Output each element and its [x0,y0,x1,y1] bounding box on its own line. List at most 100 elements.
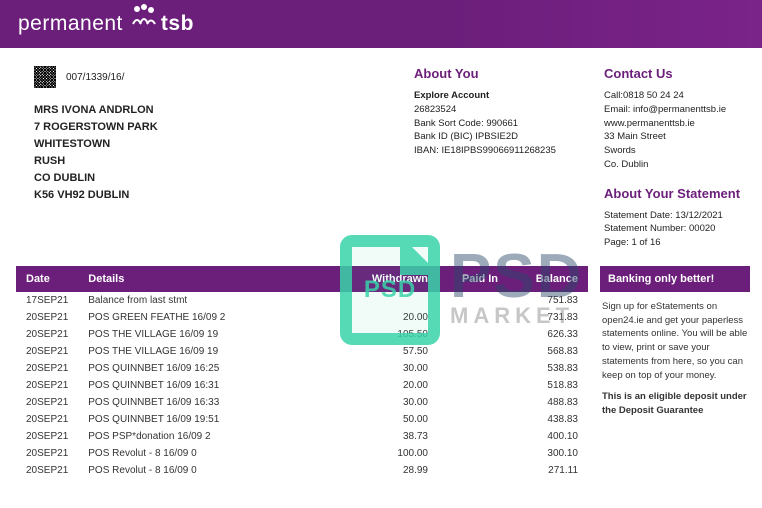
col-details: Details [78,266,348,292]
cell-details: POS THE VILLAGE 16/09 19 [78,343,348,360]
brand-header: permanent tsb [0,0,762,48]
cell-balance: 568.83 [508,343,588,360]
cell-paidin [438,462,508,479]
address-block: 007/1339/16/ MRS IVONA ANDRLON 7 ROGERST… [34,66,414,250]
table-row: 20SEP21POS THE VILLAGE 16/09 1957.50568.… [16,343,588,360]
table-row: 20SEP21POS QUINNBET 16/09 19:5150.00 438.… [16,411,588,428]
table-row: 20SEP21POS GREEN FEATHE 16/09 220.00731.… [16,309,588,326]
statement-body: Date Details Withdrawn Paid In Balance 1… [0,266,762,479]
cell-details: POS GREEN FEATHE 16/09 2 [78,309,348,326]
contact-block: Contact Us Call:0818 50 24 24 Email: inf… [604,66,750,250]
cell-withdrawn: 105.50 [348,326,438,343]
cell-date: 20SEP21 [16,309,78,326]
cell-details: POS QUINNBET 16/09 16:25 [78,360,348,377]
account-number: 26823524 [414,103,604,117]
cell-withdrawn: 28.99 [348,462,438,479]
contact-phone: Call:0818 50 24 24 [604,89,750,103]
col-balance: Balance [508,266,588,292]
sort-code: Bank Sort Code: 990661 [414,117,604,131]
table-row: 20SEP21POS Revolut - 8 16/09 0100.00300.… [16,445,588,462]
cell-withdrawn: 30.00 [348,360,438,377]
col-date: Date [16,266,78,292]
side-panel: Banking only better! Sign up for eStatem… [600,266,750,479]
cell-date: 20SEP21 [16,411,78,428]
cell-paidin [438,428,508,445]
cell-date: 20SEP21 [16,360,78,377]
table-row: 20SEP21POS QUINNBET 16/09 16:3120.00 518.… [16,377,588,394]
about-you-heading: About You [414,66,604,81]
cell-balance: 518.83 [508,377,588,394]
cell-paidin [438,445,508,462]
cell-date: 20SEP21 [16,377,78,394]
cell-withdrawn: 30.00 [348,394,438,411]
cell-paidin [438,309,508,326]
cell-paidin [438,326,508,343]
cell-date: 20SEP21 [16,394,78,411]
cell-balance: 300.10 [508,445,588,462]
cell-balance: 538.83 [508,360,588,377]
cell-paidin [438,394,508,411]
contact-addr: Co. Dublin [604,158,750,172]
cell-date: 20SEP21 [16,462,78,479]
table-row: 17SEP21Balance from last stmt 751.83 [16,292,588,309]
addr-line: MRS IVONA ANDRLON [34,102,414,119]
about-you-block: About You Explore Account 26823524 Bank … [414,66,604,250]
side-heading: Banking only better! [600,266,750,292]
cell-balance: 488.83 [508,394,588,411]
iban: IBAN: IE18IPBS99066911268235 [414,144,604,158]
recipient-address: MRS IVONA ANDRLON 7 ROGERSTOWN PARK WHIT… [34,102,414,204]
table-row: 20SEP21POS QUINNBET 16/09 16:2530.00 538.… [16,360,588,377]
statement-heading: About Your Statement [604,186,750,201]
bic: Bank ID (BIC) IPBSIE2D [414,130,604,144]
account-type: Explore Account [414,89,604,103]
cell-date: 20SEP21 [16,326,78,343]
cell-withdrawn: 50.00 [348,411,438,428]
cell-details: POS QUINNBET 16/09 19:51 [78,411,348,428]
cell-balance: 751.83 [508,292,588,309]
contact-addr: 33 Main Street [604,130,750,144]
table-row: 20SEP21POS THE VILLAGE 16/09 19105.50 626… [16,326,588,343]
statement-date: Statement Date: 13/12/2021 [604,209,750,223]
addr-line: WHITESTOWN [34,136,414,153]
cell-withdrawn [348,292,438,309]
cell-date: 20SEP21 [16,343,78,360]
addr-line: 7 ROGERSTOWN PARK [34,119,414,136]
cell-paidin [438,292,508,309]
addr-line: CO DUBLIN [34,170,414,187]
cell-details: POS THE VILLAGE 16/09 19 [78,326,348,343]
brand-name-b: tsb [161,12,194,36]
addr-line: RUSH [34,153,414,170]
cell-withdrawn: 20.00 [348,377,438,394]
cell-withdrawn: 38.73 [348,428,438,445]
cell-balance: 271.11 [508,462,588,479]
side-bold: This is an eligible deposit under the De… [602,390,748,418]
cell-details: POS PSP*donation 16/09 2 [78,428,348,445]
statement-page: Page: 1 of 16 [604,236,750,250]
contact-web: www.permanenttsb.ie [604,117,750,131]
cell-balance: 626.33 [508,326,588,343]
datamatrix-icon [34,66,56,88]
table-header-row: Date Details Withdrawn Paid In Balance [16,266,588,292]
addr-line: K56 VH92 DUBLIN [34,187,414,204]
cell-balance: 400.10 [508,428,588,445]
contact-addr: Swords [604,144,750,158]
cell-details: POS QUINNBET 16/09 16:31 [78,377,348,394]
cell-paidin [438,360,508,377]
cell-details: POS Revolut - 8 16/09 0 [78,445,348,462]
cell-balance: 438.83 [508,411,588,428]
top-info-area: 007/1339/16/ MRS IVONA ANDRLON 7 ROGERST… [0,48,762,260]
table-row: 20SEP21POS PSP*donation 16/09 238.73 400.… [16,428,588,445]
table-row: 20SEP21POS QUINNBET 16/09 16:3330.00488.… [16,394,588,411]
cell-paidin [438,411,508,428]
cell-paidin [438,377,508,394]
cell-date: 20SEP21 [16,428,78,445]
cell-withdrawn: 20.00 [348,309,438,326]
col-paidin: Paid In [438,266,508,292]
side-body: Sign up for eStatements on open24.ie and… [600,292,750,426]
transactions-table: Date Details Withdrawn Paid In Balance 1… [16,266,588,479]
cell-date: 17SEP21 [16,292,78,309]
reference-number: 007/1339/16/ [66,72,124,83]
brand-name-a: permanent [18,12,123,36]
cell-details: Balance from last stmt [78,292,348,309]
cell-date: 20SEP21 [16,445,78,462]
